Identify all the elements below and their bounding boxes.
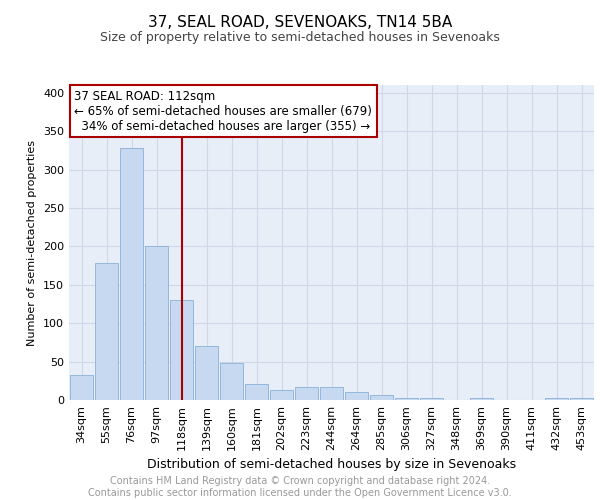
Bar [195,346,218,400]
X-axis label: Distribution of semi-detached houses by size in Sevenoaks: Distribution of semi-detached houses by … [147,458,516,471]
Bar [470,398,493,400]
Bar [245,384,268,400]
Bar [170,300,193,400]
Text: 37 SEAL ROAD: 112sqm
← 65% of semi-detached houses are smaller (679)
  34% of se: 37 SEAL ROAD: 112sqm ← 65% of semi-detac… [74,90,372,132]
Bar [395,398,418,400]
Bar [320,387,343,400]
Bar [120,148,143,400]
Bar [370,394,393,400]
Y-axis label: Number of semi-detached properties: Number of semi-detached properties [28,140,37,346]
Text: 37, SEAL ROAD, SEVENOAKS, TN14 5BA: 37, SEAL ROAD, SEVENOAKS, TN14 5BA [148,15,452,30]
Bar [345,392,368,400]
Bar [570,398,593,400]
Bar [95,263,118,400]
Bar [295,387,318,400]
Bar [70,376,93,400]
Bar [545,398,568,400]
Text: Contains HM Land Registry data © Crown copyright and database right 2024.
Contai: Contains HM Land Registry data © Crown c… [88,476,512,498]
Text: Size of property relative to semi-detached houses in Sevenoaks: Size of property relative to semi-detach… [100,31,500,44]
Bar [420,398,443,400]
Bar [220,363,243,400]
Bar [145,246,168,400]
Bar [270,390,293,400]
